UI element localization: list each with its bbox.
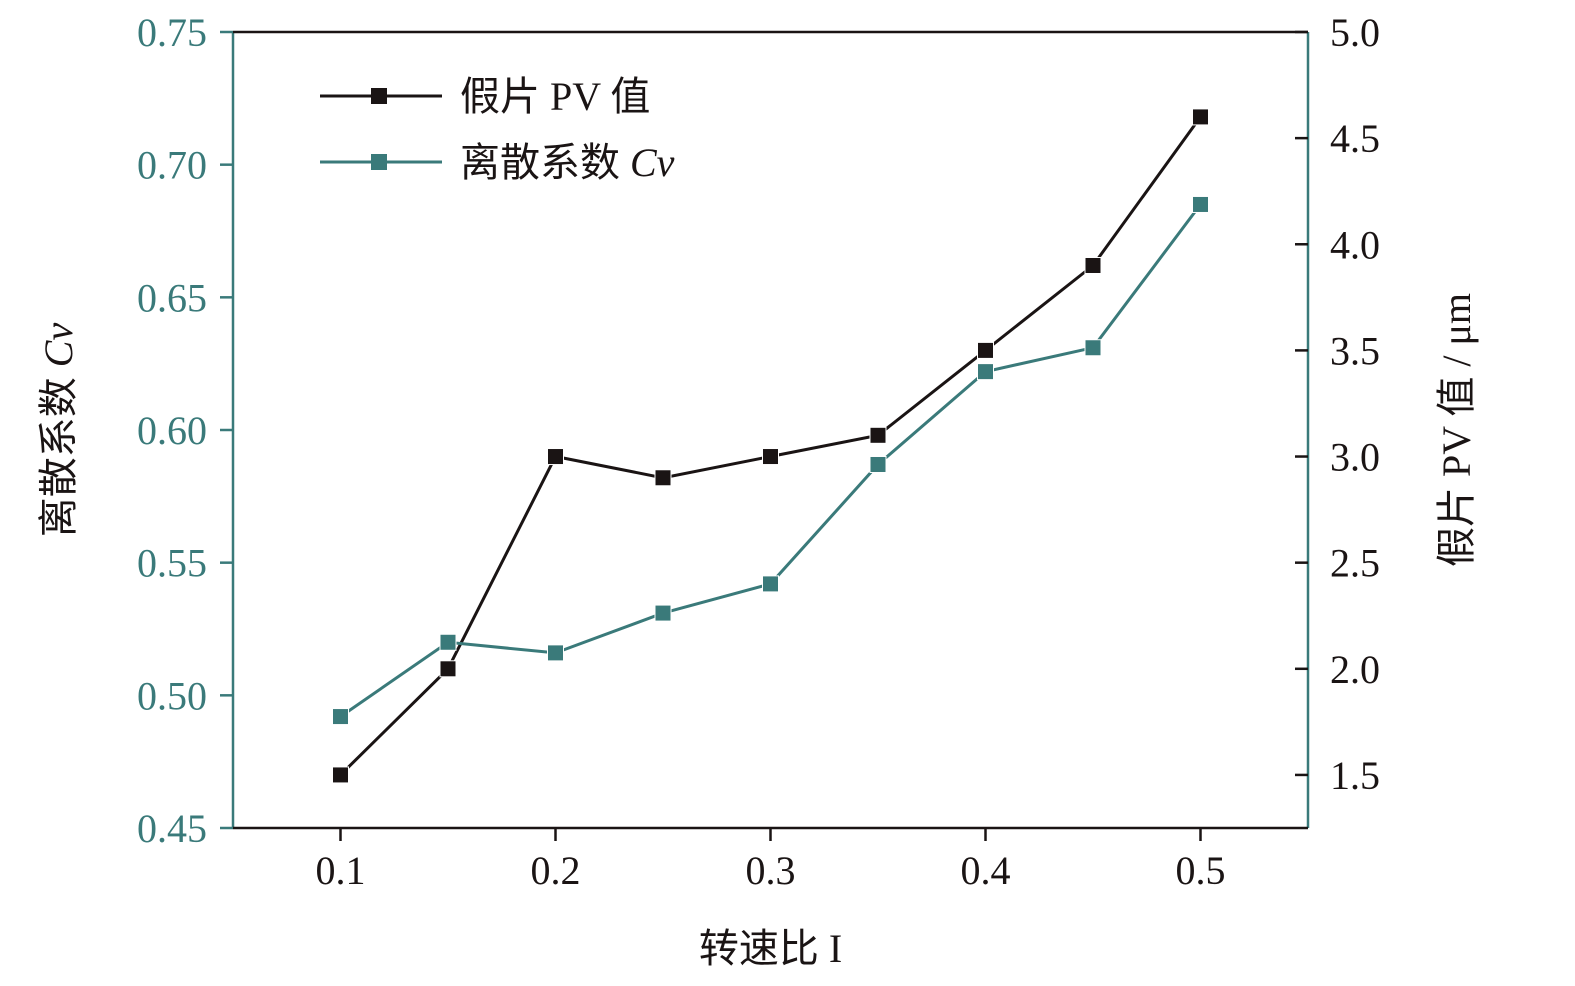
left-y-tick-label: 0.55 (137, 541, 207, 586)
series-0-point (439, 660, 457, 678)
series-1-point (654, 604, 672, 622)
series-0-point (977, 341, 994, 359)
series-1-point (869, 455, 887, 473)
right-y-tick-label: 4.0 (1330, 222, 1380, 267)
right-y-tick-label: 2.5 (1330, 541, 1380, 586)
x-tick-label: 0.3 (746, 848, 796, 893)
series-0-point (332, 766, 349, 784)
series-0-point (869, 426, 887, 444)
left-y-axis-title: 离散系数 Cv (36, 323, 81, 538)
x-tick-label: 0.1 (316, 848, 366, 893)
series-1-point (977, 363, 994, 381)
series-1-point (762, 575, 779, 593)
left-y-tick-label: 0.70 (137, 143, 207, 188)
series-1-point (332, 708, 349, 726)
series-0-point (654, 469, 672, 487)
left-y-tick-label: 0.75 (137, 10, 207, 55)
x-tick-label: 0.5 (1176, 848, 1226, 893)
right-y-tick-label: 3.0 (1330, 435, 1380, 480)
right-y-tick-label: 1.5 (1330, 753, 1380, 798)
x-tick-label: 0.4 (961, 848, 1011, 893)
series-layer (332, 108, 1209, 784)
series-1-point (1192, 195, 1209, 213)
series-1-point (547, 644, 564, 662)
legend-marker-1 (371, 154, 387, 170)
legend-label-0: 假片 PV 值 (460, 74, 650, 119)
right-y-tick-label: 2.0 (1330, 647, 1380, 692)
axes (220, 30, 1310, 841)
series-0-point (1192, 108, 1209, 126)
series-line-0 (339, 116, 1202, 776)
series-1-point (1084, 339, 1102, 357)
right-y-axis-title: 假片 PV 值 / μm (1434, 293, 1479, 567)
series-1-point (439, 633, 457, 651)
series-0-point (1084, 256, 1102, 274)
x-tick-label: 0.2 (531, 848, 581, 893)
right-y-tick-label: 4.5 (1330, 116, 1380, 161)
left-y-tick-label: 0.60 (137, 408, 207, 453)
left-y-tick-label: 0.65 (137, 275, 207, 320)
series-0-point (547, 448, 564, 466)
right-y-tick-label: 5.0 (1330, 10, 1380, 55)
x-axis-title: 转速比 I (699, 926, 842, 971)
labels-layer: 0.1 0.2 0.3 0.4 0.5 0.45 0.50 0.55 0.60 0.65 0.70 0… (36, 10, 1479, 971)
series-0-point (762, 448, 779, 466)
legend-label-1: 离散系数 Cv (460, 140, 675, 185)
right-y-tick-label: 3.5 (1330, 328, 1380, 373)
left-y-tick-label: 0.45 (137, 806, 207, 851)
left-y-tick-label: 0.50 (137, 673, 207, 718)
legend-marker-0 (371, 88, 387, 104)
